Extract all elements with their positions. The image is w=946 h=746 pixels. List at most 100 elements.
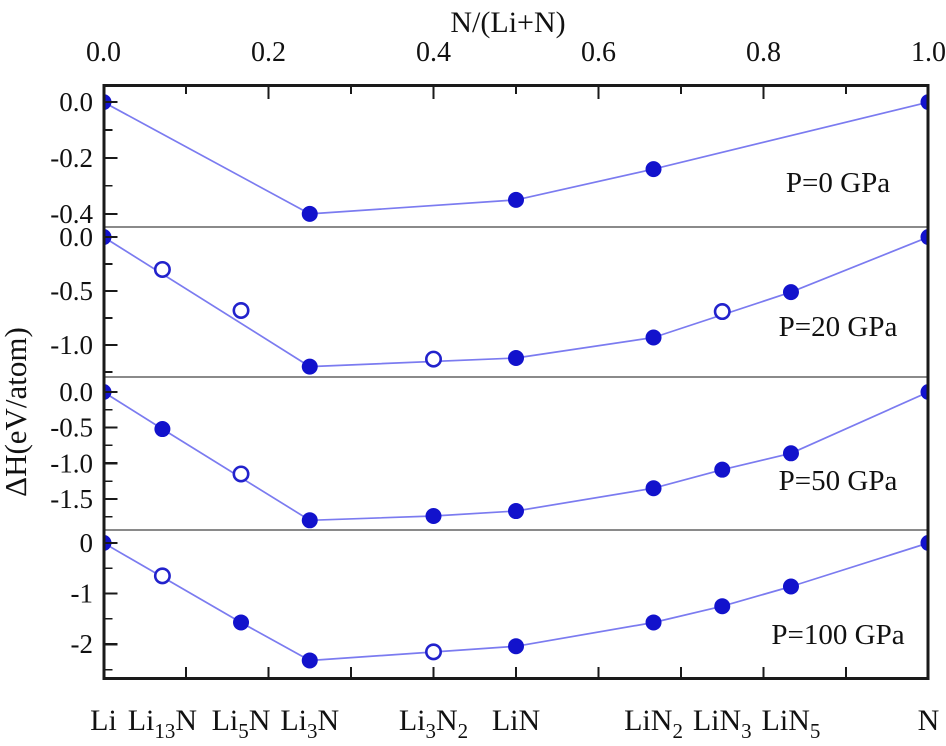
data-point-filled-N (920, 229, 928, 246)
top-axis-tick-label: 0.4 (416, 37, 451, 68)
y-axis-tick-label: 0.0 (59, 377, 93, 407)
data-point-filled-LiN (508, 349, 524, 366)
data-point-filled-LiN2 (645, 161, 662, 178)
compound-label-part: N (249, 704, 271, 737)
y-axis-tick-label: -1 (71, 579, 94, 609)
y-axis-tick-label: -0.5 (50, 413, 93, 443)
y-axis-tick-label: 0.0 (59, 222, 93, 252)
y-axis-tick-label: -1.5 (50, 484, 93, 514)
data-point-filled-Li3N2 (425, 508, 442, 525)
top-axis-tick-label: 0.0 (86, 37, 121, 68)
data-point-filled-Li5N (233, 614, 250, 631)
axes-layer (102, 84, 930, 680)
compound-label-Li13N: Li13N (128, 704, 197, 743)
data-point-filled-LiN5 (782, 445, 799, 462)
compound-label-part: 3 (426, 719, 437, 743)
compound-label-part: Li (128, 704, 155, 737)
panel-label-p50: P=50 GPa (779, 465, 898, 497)
data-point-filled-LiN2 (645, 614, 662, 631)
data-point-filled-LiN (508, 191, 524, 208)
compound-label-part: N (918, 704, 940, 737)
data-point-filled-LiN5 (782, 578, 799, 595)
compound-label-part: Li (90, 704, 117, 737)
compound-label-part: Li (280, 704, 307, 737)
compound-label-part: Li (212, 704, 239, 737)
compound-label-LiN3: LiN3 (693, 704, 752, 743)
compound-label-part: N (318, 704, 340, 737)
data-point-filled-N (920, 383, 928, 400)
compound-label-Li5N: Li5N (212, 704, 271, 743)
y-axis-tick-label: -0.5 (50, 276, 93, 306)
hull-line (104, 236, 928, 368)
tick-labels-layer: 0.0 0.2 0.4 0.6 0.8 1.00.0-0.2-0.40.0-0.5-1.0… (50, 37, 946, 743)
data-point-open-Li13N (153, 567, 171, 585)
data-point-filled-Li13N (154, 421, 171, 438)
data-point-filled-Li3N (301, 512, 318, 529)
compound-label-Li3N2: Li3N2 (399, 704, 468, 743)
top-axis-tick-label: 1.0 (911, 37, 946, 68)
data-point-filled-Li3N (301, 652, 318, 669)
y-axis-tick-label: 0 (80, 528, 94, 558)
plot-frame (102, 84, 930, 680)
compound-label-N: N (918, 704, 940, 737)
data-point-filled-LiN (508, 638, 524, 655)
data-layer (104, 94, 928, 669)
compound-label-part: 3 (741, 719, 752, 743)
data-point-filled-N (920, 534, 928, 551)
data-point-filled-LiN (508, 503, 524, 520)
data-point-open-Li3N2 (424, 643, 442, 661)
compound-label-part: 3 (307, 719, 318, 743)
compound-label-LiN2: LiN2 (624, 704, 683, 743)
y-axis-tick-label: -1.0 (50, 330, 93, 360)
panel-label-p100: P=100 GPa (771, 619, 904, 651)
compound-label-part: 5 (238, 719, 249, 743)
compound-label-part: LiN (762, 704, 810, 737)
compound-label-part: N (175, 704, 197, 737)
compound-label-part: 13 (154, 719, 175, 743)
compound-label-Li3N: Li3N (280, 704, 339, 743)
panel-data-1 (104, 94, 928, 222)
data-point-open-LiN3 (713, 303, 731, 321)
data-point-open-Li13N (153, 260, 171, 278)
y-axis-tick-label: 0.0 (59, 87, 93, 117)
data-point-filled-Li3N (301, 205, 318, 222)
hull-line (104, 542, 928, 662)
data-point-open-Li5N (232, 465, 250, 483)
data-point-filled-LiN5 (782, 284, 799, 301)
compound-label-LiN5: LiN5 (762, 704, 821, 743)
compound-label-part: 5 (810, 719, 821, 743)
data-point-filled-LiN3 (714, 598, 731, 615)
top-axis-tick-label: 0.8 (746, 37, 781, 68)
data-point-open-Li3N2 (424, 350, 442, 368)
top-axis-tick-label: 0.2 (251, 37, 286, 68)
data-point-filled-Li3N (301, 358, 318, 375)
panel-separators (103, 226, 929, 531)
data-point-filled-LiN2 (645, 329, 662, 346)
y-axis-tick-label: -0.4 (50, 199, 93, 229)
y-axis-tick-label: -1.0 (50, 448, 93, 478)
compound-label-part: LiN (492, 704, 540, 737)
compound-label-part: 2 (458, 719, 469, 743)
compound-label-LiN: LiN (492, 704, 540, 737)
data-point-filled-N (920, 94, 928, 111)
compound-label-part: N (436, 704, 458, 737)
data-point-filled-LiN2 (645, 480, 662, 497)
y-axis-tick-label: -2 (71, 629, 94, 659)
compound-label-part: LiN (693, 704, 741, 737)
panel-label-p0: P=0 GPa (786, 167, 890, 199)
panel-data-2 (104, 229, 928, 375)
panel-label-p20: P=20 GPa (779, 311, 898, 343)
compound-label-part: LiN (624, 704, 672, 737)
hull-line (104, 391, 928, 522)
data-point-open-Li5N (232, 301, 250, 319)
compound-label-part: Li (399, 704, 426, 737)
data-point-filled-LiN3 (714, 461, 731, 478)
compound-label-part: 2 (672, 719, 683, 743)
y-axis-title: ΔH(eV/atom) (0, 327, 33, 497)
y-axis-tick-label: -0.2 (50, 143, 93, 173)
compound-label-Li: Li (90, 704, 117, 737)
top-axis-tick-label: 0.6 (581, 37, 616, 68)
top-axis-title: N/(Li+N) (450, 6, 565, 39)
